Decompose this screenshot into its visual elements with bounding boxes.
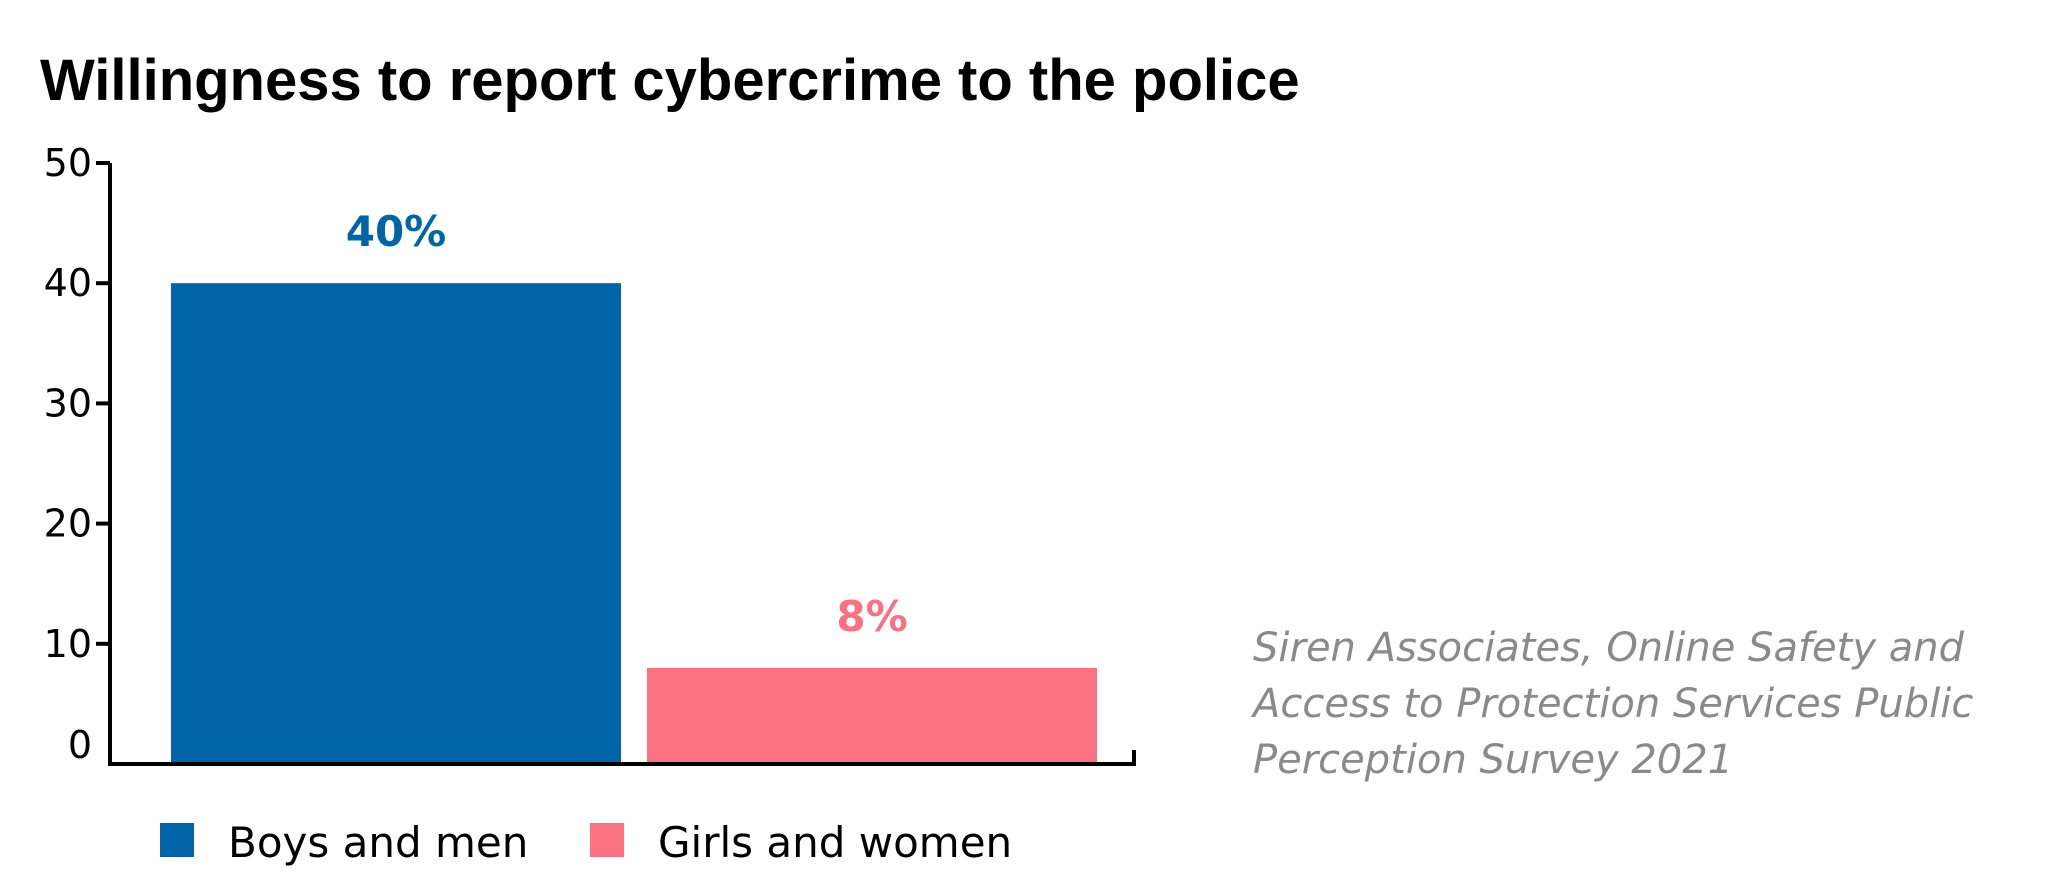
legend-swatch-boys-and-men: [160, 823, 194, 857]
data-label-boys-and-men: 40%: [346, 207, 447, 256]
y-tick-label-10: 10: [44, 622, 92, 666]
legend-label-boys-and-men: Boys and men: [228, 818, 528, 867]
data-label-girls-and-women: 8%: [836, 592, 907, 641]
source-line-3: Perception Survey 2021: [1253, 737, 1733, 783]
y-tick-label-0: 0: [68, 723, 92, 767]
data-labels: 40% 8%: [346, 207, 908, 641]
y-tick-label-50: 50: [44, 141, 92, 185]
source-line-2: Access to Protection Services Public: [1250, 681, 1973, 727]
bars: [171, 283, 1097, 762]
source-note: Siren Associates, Online Safety and Acce…: [1250, 625, 1973, 783]
source-line-1: Siren Associates, Online Safety and: [1253, 625, 1965, 671]
y-tick-label-20: 20: [44, 502, 92, 546]
legend-swatch-girls-and-women: [590, 823, 624, 857]
chart-title: Willingness to report cybercrime to the …: [40, 48, 1300, 113]
bar-girls-and-women: [647, 667, 1097, 762]
y-axis-ticks: 0 10 20 30 40 50: [44, 141, 110, 767]
legend: Boys and men Girls and women: [160, 818, 1012, 867]
bar-boys-and-men: [171, 283, 621, 762]
y-tick-label-40: 40: [44, 261, 92, 305]
y-tick-label-30: 30: [44, 381, 92, 425]
legend-label-girls-and-women: Girls and women: [658, 818, 1012, 867]
